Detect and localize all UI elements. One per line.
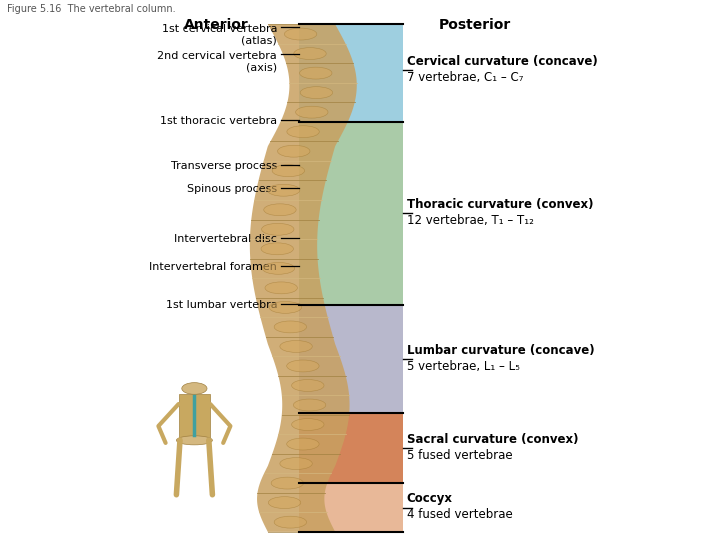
Text: Sacral curvature (convex): Sacral curvature (convex): [407, 433, 578, 446]
Text: 4 fused vertebrae: 4 fused vertebrae: [407, 508, 513, 521]
Ellipse shape: [264, 204, 296, 215]
Text: Lumbar curvature (concave): Lumbar curvature (concave): [407, 344, 595, 357]
Text: Transverse process: Transverse process: [171, 161, 277, 171]
Ellipse shape: [261, 243, 294, 255]
Ellipse shape: [277, 145, 310, 157]
Ellipse shape: [292, 418, 324, 430]
Text: Figure 5.16  The vertebral column.: Figure 5.16 The vertebral column.: [7, 4, 176, 14]
Ellipse shape: [294, 399, 325, 411]
Text: Intervertebral disc: Intervertebral disc: [174, 234, 277, 244]
Ellipse shape: [287, 438, 319, 450]
Text: 7 vertebrae, C₁ – C₇: 7 vertebrae, C₁ – C₇: [407, 71, 523, 84]
Text: 5 fused vertebrae: 5 fused vertebrae: [407, 449, 513, 462]
Polygon shape: [250, 24, 356, 532]
Ellipse shape: [280, 341, 312, 353]
Text: Thoracic curvature (convex): Thoracic curvature (convex): [407, 198, 593, 211]
Bar: [179, 394, 210, 439]
Ellipse shape: [176, 436, 212, 445]
Bar: [299, 413, 403, 483]
Bar: [299, 122, 403, 305]
Ellipse shape: [272, 165, 305, 177]
Ellipse shape: [267, 184, 300, 196]
Ellipse shape: [296, 106, 328, 118]
Text: 1st cervical vertebra
(atlas): 1st cervical vertebra (atlas): [162, 24, 277, 46]
Ellipse shape: [300, 87, 333, 99]
Ellipse shape: [294, 48, 326, 59]
Bar: [299, 305, 403, 413]
Text: 2nd cervical vertebra
(axis): 2nd cervical vertebra (axis): [158, 51, 277, 73]
Text: Cervical curvature (concave): Cervical curvature (concave): [407, 55, 598, 68]
Ellipse shape: [181, 383, 207, 394]
Text: 5 vertebrae, L₁ – L₅: 5 vertebrae, L₁ – L₅: [407, 360, 520, 373]
Ellipse shape: [265, 282, 297, 294]
Ellipse shape: [287, 360, 319, 372]
Text: Coccyx: Coccyx: [407, 492, 453, 505]
Bar: [299, 483, 403, 532]
Text: Spinous process: Spinous process: [187, 184, 277, 194]
Ellipse shape: [280, 457, 312, 469]
Text: Intervertebral foramen: Intervertebral foramen: [149, 262, 277, 272]
Ellipse shape: [261, 224, 294, 235]
Ellipse shape: [271, 477, 304, 489]
Text: 1st lumbar vertebra: 1st lumbar vertebra: [166, 300, 277, 310]
Ellipse shape: [274, 321, 307, 333]
Ellipse shape: [274, 516, 307, 528]
Ellipse shape: [269, 301, 302, 313]
Text: Anterior: Anterior: [184, 18, 248, 32]
Text: 1st thoracic vertebra: 1st thoracic vertebra: [160, 117, 277, 126]
Ellipse shape: [284, 28, 317, 40]
Bar: [299, 24, 403, 122]
Ellipse shape: [287, 126, 319, 138]
Ellipse shape: [292, 380, 324, 392]
Ellipse shape: [262, 262, 294, 274]
Text: Posterior: Posterior: [439, 18, 511, 32]
Ellipse shape: [269, 497, 301, 509]
Ellipse shape: [300, 67, 332, 79]
Text: 12 vertebrae, T₁ – T₁₂: 12 vertebrae, T₁ – T₁₂: [407, 214, 534, 227]
